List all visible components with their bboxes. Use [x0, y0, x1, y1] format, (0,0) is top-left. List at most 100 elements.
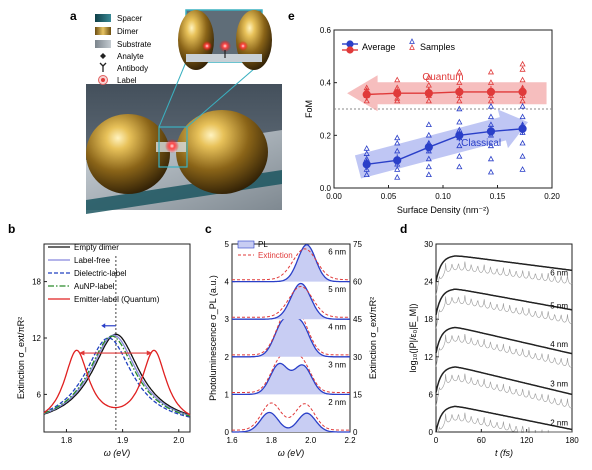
panel-b-plot: 1.8 1.9 2.0 6 12 18 ω (eV) Extinction σ_ext/πR²…: [16, 243, 191, 458]
e-average-point: [455, 131, 464, 140]
panel-e-plot: 0.00 0.05 0.10 0.15 0.20 0.0 0.2 0.4 0.6 Surface …: [304, 26, 560, 215]
e-sample-marker: [425, 171, 432, 178]
e-sample-marker: [394, 97, 401, 104]
e-sample-marker: [425, 163, 432, 170]
e-sample-marker: [487, 68, 495, 75]
e-sample-marker: [456, 97, 463, 104]
e-sample-marker: [425, 121, 432, 127]
e-legend-avg-marker-blue: [346, 40, 354, 48]
legend-a-analyte: Analyte: [117, 52, 144, 61]
e-sample-marker: [456, 152, 463, 159]
legend-a-antibody: Antibody: [117, 64, 148, 73]
d-oscillation-line: [436, 412, 572, 433]
e-sample-marker: [519, 97, 526, 104]
e-sample-marker: [519, 76, 526, 83]
d-ytick-label: 12: [424, 353, 433, 362]
c-ytick-label-right: 45: [353, 315, 362, 324]
b-line-0: [43, 333, 191, 416]
b-line-1: [43, 334, 191, 417]
e-average-point: [518, 87, 527, 96]
e-xtick-label: 0.20: [544, 192, 560, 201]
b-legend-label: Dielectric-label: [74, 269, 127, 278]
legend-a-spacer: Spacer: [117, 14, 143, 23]
c-trace-label: 5 nm: [328, 285, 346, 294]
d-oscillation-line: [435, 261, 573, 296]
panel-a-legend: Spacer Dimer Substrate Analyte Antibody …: [95, 14, 152, 85]
d-trace-3: 5 nm: [435, 288, 573, 329]
d-trace-4: 6 nm: [435, 255, 573, 296]
analyte-icon: [100, 53, 106, 59]
e-xtick-label: 0.00: [326, 192, 342, 201]
c-legend: PL Extinction: [237, 240, 293, 260]
e-annotation-classical: Classical: [461, 138, 501, 149]
c-ytick-label: 5: [225, 240, 230, 249]
e-annotation-quantum: Quantum: [422, 72, 463, 83]
c-xtick-label: 2.2: [344, 436, 356, 445]
c-xtick-label: 1.6: [226, 436, 238, 445]
legend-a-substrate: Substrate: [117, 40, 152, 49]
panel-e-chart: e 0.00 0.05 0.10 0.15 0.20 0.0 0.2 0.4 0.6 Surfac…: [288, 9, 560, 215]
e-ylabel: FoM: [304, 100, 314, 118]
e-sample-marker: [425, 155, 432, 162]
d-xtick-label: 120: [520, 436, 534, 445]
e-legend-sample-blue: [409, 38, 415, 44]
e-legend-sample-red: [409, 44, 415, 50]
b-ytick-label: 6: [37, 390, 42, 399]
e-legend-avg-marker-red: [346, 46, 354, 54]
e-xlabel: Surface Density (nm⁻²): [397, 205, 489, 215]
d-trace-label: 5 nm: [550, 302, 568, 311]
d-trace-2: 4 nm: [435, 326, 573, 368]
c-trace-0: 2 nm: [232, 398, 350, 433]
e-average-point: [393, 156, 402, 165]
panel-letter-b: b: [8, 222, 15, 236]
b-legend-label: AuNP-label: [74, 282, 115, 291]
e-sample-marker: [487, 113, 495, 120]
b-line-4: [43, 349, 191, 416]
d-envelope-line: [435, 326, 573, 355]
e-sample-marker: [519, 113, 526, 120]
b-legend: Empty dimer Label-free Dielectric-label AuN…: [48, 243, 160, 304]
d-trace-0: 2 nm: [435, 405, 573, 433]
d-ytick-label: 30: [424, 240, 433, 249]
e-average-point: [362, 160, 371, 169]
e-average-point: [455, 87, 464, 96]
panel-letter-a: a: [70, 9, 77, 23]
d-trace-1: 3 nm: [435, 366, 573, 409]
e-sample-marker: [456, 118, 463, 125]
d-ytick-label: 18: [424, 315, 433, 324]
e-sample-marker: [425, 97, 432, 104]
e-sample-marker: [394, 139, 401, 146]
e-sample-marker: [425, 73, 432, 80]
c-pl-line: [232, 362, 350, 396]
e-sample-marker: [394, 166, 401, 172]
c-trace-1: 3 nm: [232, 352, 350, 396]
c-ytick-label-right: 75: [353, 240, 362, 249]
d-oscillation-line: [435, 295, 573, 329]
zoom-line-2: [186, 61, 263, 128]
c-extinction-line: [232, 402, 350, 431]
c-xtick-label: 1.8: [266, 436, 278, 445]
b-line-2: [43, 337, 191, 418]
c-extinction-line: [232, 248, 350, 281]
d-xtick-label: 60: [477, 436, 486, 445]
b-shift-arrowhead-blue: [101, 323, 106, 329]
legend-a-dimer: Dimer: [117, 27, 139, 36]
e-sample-marker: [394, 174, 401, 180]
d-oscillation-line: [435, 373, 573, 409]
e-sample-marker: [487, 102, 495, 109]
e-average-point: [424, 89, 433, 98]
c-pl-line: [232, 282, 350, 320]
e-xtick-label: 0.10: [435, 192, 451, 201]
c-pl-fill: [232, 412, 350, 432]
d-oscillation-line: [435, 333, 573, 368]
e-xtick-label: 0.05: [381, 192, 397, 201]
c-xtick-label: 2.0: [305, 436, 317, 445]
e-xtick-label: 0.15: [490, 192, 506, 201]
e-sample-marker: [363, 150, 370, 156]
c-legend-extinction: Extinction: [258, 251, 293, 260]
dimer-swatch: [95, 27, 111, 35]
e-sample-marker: [394, 95, 401, 101]
e-series-quantum: [362, 60, 527, 104]
spacer-swatch: [95, 14, 111, 22]
